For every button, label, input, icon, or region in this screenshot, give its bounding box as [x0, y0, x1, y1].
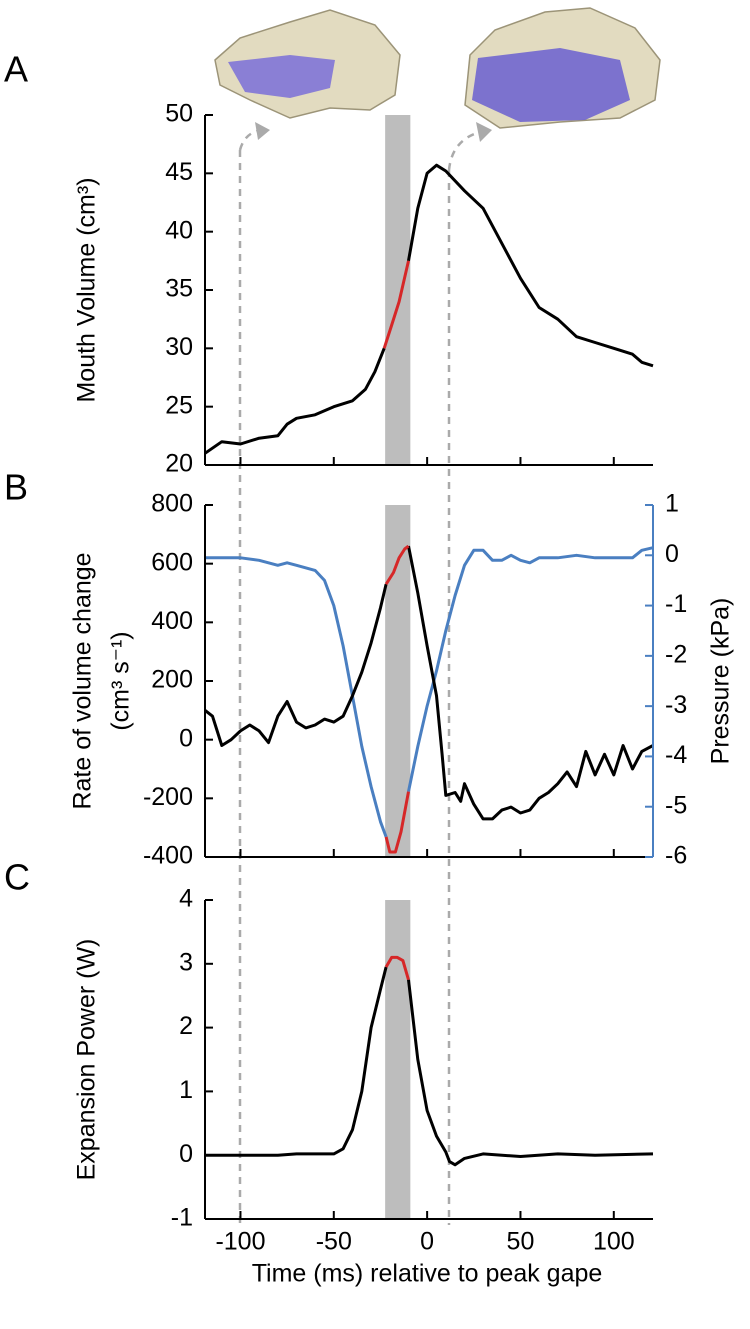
data-line [407, 545, 654, 821]
y2-tick-label: -5 [665, 791, 687, 819]
arrow-head [255, 122, 270, 140]
y-tick-label: 0 [179, 724, 193, 752]
panel-label: C [4, 857, 30, 898]
x-tick-label: 50 [507, 1228, 535, 1256]
y-tick-label: 200 [151, 666, 193, 694]
y2-tick-label: 0 [665, 540, 679, 568]
panel-label: A [4, 49, 28, 90]
y-axis-title: Mouth Volume (cm³) [73, 177, 101, 402]
y-tick-label: 30 [165, 333, 193, 361]
y-tick-label: 600 [151, 548, 193, 576]
highlight-band [385, 900, 411, 1219]
panel-label: B [4, 467, 28, 508]
y-tick-label: 0 [179, 1140, 193, 1168]
y-tick-label: -400 [143, 842, 193, 870]
data-line [407, 163, 654, 368]
data-line [384, 955, 410, 981]
data-line [384, 544, 410, 586]
y-tick-label: 800 [151, 490, 193, 518]
y2-tick-label: -4 [665, 741, 687, 769]
y2-tick-label: 1 [665, 490, 679, 518]
y-axis-title: Expansion Power (W) [73, 939, 101, 1181]
y-tick-label: 20 [165, 450, 193, 478]
highlight-band [385, 115, 411, 465]
y-tick-label: 1 [179, 1076, 193, 1104]
y2-tick-label: -3 [665, 691, 687, 719]
data-line [205, 556, 388, 838]
arrow-head [476, 122, 492, 142]
data-line [407, 979, 654, 1167]
x-tick-label: -100 [215, 1228, 265, 1256]
skull-left [214, 9, 401, 119]
data-line [384, 791, 410, 854]
y-axis-title: Rate of volume change [69, 552, 97, 809]
y-tick-label: 3 [179, 948, 193, 976]
y-tick-label: 400 [151, 607, 193, 635]
y-tick-label: 50 [165, 100, 193, 128]
y-tick-label: 35 [165, 275, 193, 303]
mouth-volume [472, 48, 630, 122]
y-axis-title: (cm³ s⁻¹) [107, 631, 135, 730]
y-tick-label: -200 [143, 783, 193, 811]
mouth-volume [228, 55, 335, 98]
data-line [204, 583, 388, 747]
data-line [205, 966, 388, 1157]
y2-axis-title: Pressure (kPa) [707, 598, 735, 765]
data-line [382, 260, 410, 349]
y-tick-label: 2 [179, 1012, 193, 1040]
y-tick-label: 45 [165, 158, 193, 186]
data-line [407, 546, 654, 792]
y2-tick-label: -1 [665, 590, 687, 618]
x-axis-title: Time (ms) relative to peak gape [252, 1260, 603, 1288]
y-tick-label: 40 [165, 216, 193, 244]
y2-tick-label: -2 [665, 640, 687, 668]
guide-arrow [447, 130, 481, 171]
x-tick-label: -50 [316, 1228, 352, 1256]
y-tick-label: -1 [171, 1204, 193, 1232]
skull-right [464, 7, 661, 129]
y-tick-label: 25 [165, 391, 193, 419]
y-tick-label: 4 [179, 885, 193, 913]
x-tick-label: 0 [420, 1228, 434, 1256]
data-line [204, 347, 386, 455]
x-tick-label: 100 [593, 1228, 635, 1256]
y2-tick-label: -6 [665, 842, 687, 870]
